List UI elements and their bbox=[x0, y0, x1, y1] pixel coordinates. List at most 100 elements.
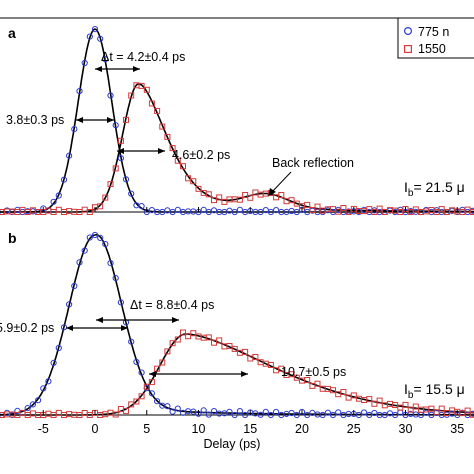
arrowhead bbox=[66, 325, 73, 331]
annotation-back-reflection: Back reflection bbox=[272, 156, 354, 170]
data-point-775 bbox=[128, 338, 135, 345]
data-point-1550 bbox=[102, 194, 109, 201]
annotation-delta-t-b: Δt = 8.8±0.4 ps bbox=[130, 298, 214, 312]
data-point-775 bbox=[55, 192, 62, 199]
data-point-775 bbox=[86, 234, 93, 241]
data-point-775 bbox=[66, 152, 73, 159]
data-point-775 bbox=[273, 408, 280, 416]
data-point-1550 bbox=[371, 400, 378, 407]
data-point-775 bbox=[335, 409, 342, 416]
data-point-775 bbox=[112, 122, 119, 129]
data-point-1550 bbox=[117, 137, 124, 144]
arrowhead bbox=[76, 117, 83, 123]
arrowhead bbox=[149, 371, 156, 377]
data-point-1550 bbox=[154, 107, 161, 114]
data-point-775 bbox=[381, 411, 388, 419]
data-point-775 bbox=[231, 208, 238, 216]
annotation-delta-t-a: Δt = 4.2±0.4 ps bbox=[101, 50, 185, 64]
data-point-1550 bbox=[169, 340, 176, 347]
x-tick-label: 15 bbox=[243, 422, 257, 436]
data-point-1550 bbox=[216, 337, 223, 344]
data-point-775 bbox=[91, 231, 99, 239]
data-point-775 bbox=[55, 344, 62, 352]
ib-label-b: Ib= 15.5 μ bbox=[404, 381, 465, 401]
data-point-775 bbox=[71, 126, 78, 133]
data-point-775 bbox=[50, 198, 57, 205]
data-point-775 bbox=[97, 234, 104, 241]
data-point-1550 bbox=[205, 191, 212, 198]
data-point-1550 bbox=[252, 354, 259, 360]
data-point-775 bbox=[236, 206, 243, 213]
data-point-775 bbox=[319, 411, 326, 419]
data-point-1550 bbox=[143, 86, 150, 93]
data-point-1550 bbox=[205, 334, 212, 341]
data-point-1550 bbox=[231, 345, 238, 352]
data-point-1550 bbox=[433, 409, 440, 416]
x-tick-label: 25 bbox=[347, 422, 361, 436]
fit-curve-775 bbox=[0, 28, 474, 213]
data-point-775 bbox=[107, 260, 114, 267]
data-point-775 bbox=[138, 369, 145, 376]
panel-a-label: a bbox=[8, 25, 16, 41]
data-point-775 bbox=[231, 411, 238, 419]
data-point-775 bbox=[366, 411, 373, 419]
data-point-1550 bbox=[148, 100, 155, 107]
data-point-775 bbox=[371, 409, 378, 417]
data-point-775 bbox=[257, 411, 264, 418]
panel-b-plot bbox=[0, 231, 474, 419]
data-point-775 bbox=[117, 155, 125, 162]
data-point-1550 bbox=[143, 383, 150, 390]
data-point-1550 bbox=[107, 181, 114, 188]
data-point-775 bbox=[154, 398, 161, 405]
data-point-775 bbox=[205, 208, 212, 216]
data-point-1550 bbox=[335, 208, 342, 215]
data-point-1550 bbox=[350, 392, 357, 399]
data-point-775 bbox=[226, 408, 233, 415]
data-point-1550 bbox=[216, 194, 223, 201]
annotation-fwhm-775-a: 3.8±0.3 ps bbox=[6, 113, 64, 127]
data-point-775 bbox=[148, 390, 155, 397]
data-point-1550 bbox=[407, 406, 414, 413]
back-reflection-pointer bbox=[270, 171, 292, 194]
fit-curve-1550 bbox=[0, 333, 474, 416]
data-point-775 bbox=[148, 207, 155, 214]
arrowhead bbox=[158, 148, 165, 154]
data-point-775 bbox=[174, 206, 181, 213]
data-point-1550 bbox=[267, 362, 274, 368]
data-point-1550 bbox=[180, 163, 186, 170]
data-point-775 bbox=[40, 385, 47, 392]
data-point-775 bbox=[97, 35, 104, 42]
data-point-1550 bbox=[340, 205, 347, 211]
data-point-775 bbox=[190, 408, 197, 415]
panel-a-annotations: Δt = 4.2±0.4 ps 3.8±0.3 ps 4.6±0.2 ps Ba… bbox=[6, 50, 465, 199]
data-point-1550 bbox=[278, 365, 285, 372]
data-point-1550 bbox=[66, 411, 73, 418]
data-point-775 bbox=[262, 207, 269, 214]
data-point-1550 bbox=[412, 403, 419, 410]
data-point-775 bbox=[324, 409, 331, 416]
data-point-1550 bbox=[154, 365, 161, 372]
data-point-1550 bbox=[112, 411, 119, 418]
data-point-775 bbox=[355, 411, 362, 419]
data-point-775 bbox=[35, 397, 42, 404]
data-point-1550 bbox=[180, 329, 186, 336]
annotation-fwhm-775-b: 5.9±0.2 ps bbox=[0, 321, 54, 335]
data-point-1550 bbox=[112, 165, 119, 172]
data-point-1550 bbox=[66, 208, 73, 215]
data-point-775 bbox=[91, 26, 99, 33]
data-point-1550 bbox=[86, 209, 93, 215]
data-point-1550 bbox=[340, 389, 347, 395]
data-point-775 bbox=[236, 408, 243, 415]
arrowhead bbox=[117, 148, 124, 154]
data-point-775 bbox=[273, 207, 280, 214]
data-point-1550 bbox=[371, 209, 378, 215]
data-point-1550 bbox=[190, 330, 197, 337]
data-point-1550 bbox=[366, 396, 373, 403]
data-point-775 bbox=[24, 405, 31, 412]
data-point-1550 bbox=[138, 82, 145, 89]
panel-a-plot bbox=[0, 26, 474, 216]
data-point-775 bbox=[107, 92, 114, 99]
data-point-775 bbox=[45, 378, 52, 385]
data-point-1550 bbox=[278, 192, 285, 198]
data-point-1550 bbox=[314, 380, 321, 387]
